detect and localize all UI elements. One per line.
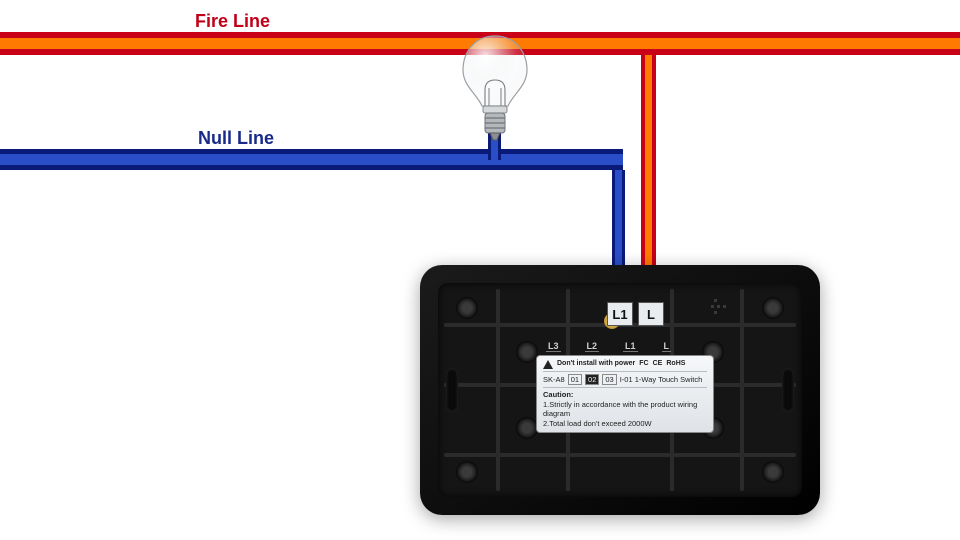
info-caution-title: Caution:: [543, 390, 573, 399]
info-caution-line2: 2.Total load don't exceed 2000W: [543, 419, 707, 428]
info-cert-ce: CE: [653, 360, 663, 369]
terminal-legend-l: L: [662, 341, 672, 352]
info-cert-rohs: RoHS: [666, 360, 685, 369]
info-caution-line1: 1.Strictly in accordance with the produc…: [543, 400, 707, 419]
fire-line-label: Fire Line: [195, 11, 270, 32]
info-model-03: 03: [602, 374, 616, 385]
wiring-diagram: Fire Line Null Line: [0, 0, 960, 540]
info-warning-text: Don't install with power: [557, 360, 635, 369]
terminal-legend-l1: L1: [623, 341, 638, 352]
terminal-l-label: L: [638, 302, 664, 326]
switch-info-plate: Don't install with power FC CE RoHS SK-A…: [536, 355, 714, 433]
null-line-wire: [0, 149, 623, 170]
terminal-legend-l3: L3: [546, 341, 561, 352]
lightbulb-icon: [455, 30, 535, 150]
info-model-01: 01: [568, 374, 582, 385]
info-cert-fc: FC: [639, 360, 648, 369]
terminal-legend-row: L3 L2 L1 L: [546, 341, 671, 352]
info-model-02: 02: [585, 374, 599, 385]
warning-triangle-icon: [543, 360, 553, 369]
terminal-legend-l2: L2: [585, 341, 600, 352]
info-model-suffix: I-01 1-Way Touch Switch: [620, 375, 703, 384]
info-model-prefix: SK-A8: [543, 375, 565, 384]
null-line-label: Null Line: [198, 128, 274, 149]
terminal-l1-label: L1: [607, 302, 633, 326]
